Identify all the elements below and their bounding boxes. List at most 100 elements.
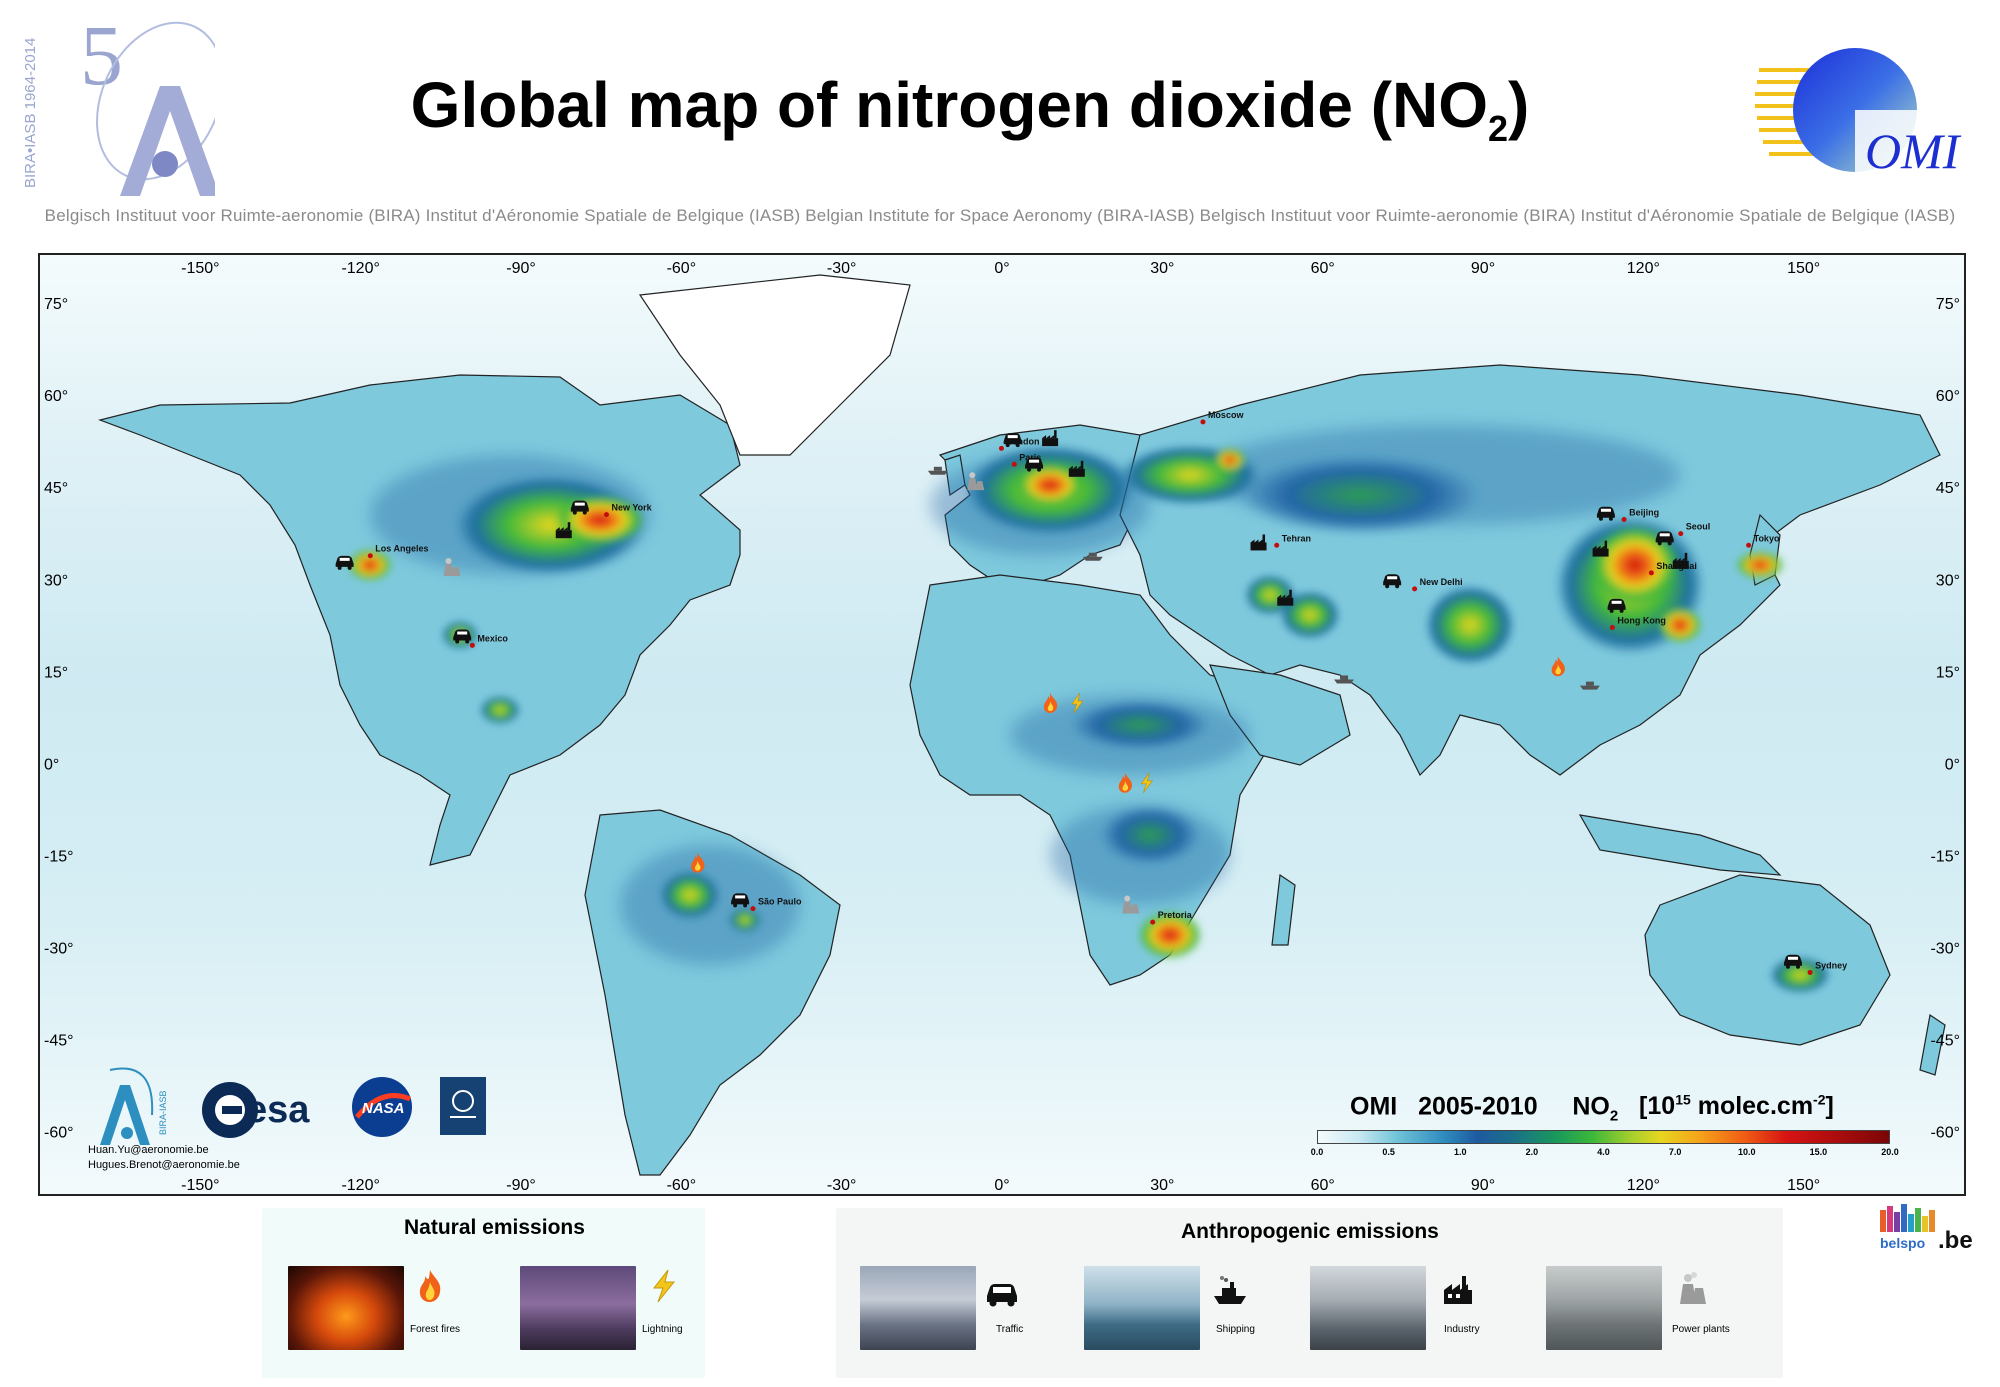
longitude-ticks-top: -150° -120° -90° -60° -30° 0° 30° 60° 90° 120° 150… xyxy=(181,260,1820,277)
city-label: Hong Kong xyxy=(1617,616,1666,626)
lon-tick-top: 0° xyxy=(994,260,1009,277)
contact-email-2[interactable]: Hugues.Brenot@aeronomie.be xyxy=(88,1159,240,1171)
lat-tick-right: 30° xyxy=(1936,572,1960,589)
lon-tick-top: 30° xyxy=(1150,260,1174,277)
lon-tick-top: 90° xyxy=(1471,260,1495,277)
city-dot xyxy=(1609,625,1615,631)
city-label: Tehran xyxy=(1282,533,1311,543)
lon-tick-top: -150° xyxy=(181,260,219,277)
lat-tick-left: 45° xyxy=(44,480,68,497)
city-label: Los Angeles xyxy=(375,544,428,554)
knmi-logo xyxy=(440,1077,486,1135)
latitude-ticks-left: 75° 60° 45° 30° 15° 0° -15° -30° -45° -60° xyxy=(44,296,74,1142)
colorbar-tick: 15.0 xyxy=(1809,1147,1828,1157)
city-dot xyxy=(469,642,475,648)
power-marker xyxy=(1122,895,1140,914)
traffic-marker xyxy=(1025,457,1044,472)
lightning-icon xyxy=(652,1269,676,1303)
lat-tick-right: -15° xyxy=(1930,848,1960,865)
omi-logo-text: OMI xyxy=(1865,123,1962,179)
forest-fires-label: Forest fires xyxy=(410,1324,461,1335)
nasa-logo-text: NASA xyxy=(362,1100,405,1117)
traffic-photo xyxy=(860,1266,976,1350)
bira-logo: BIRA-IASB xyxy=(100,1067,168,1145)
lat-tick-left: 75° xyxy=(44,296,68,313)
lon-tick-bottom: 120° xyxy=(1627,1177,1660,1194)
lat-tick-left: 0° xyxy=(44,756,59,773)
industry-marker xyxy=(1672,552,1689,569)
belspo-text: belspo xyxy=(1880,1235,1925,1251)
colorbar-tick: 4.0 xyxy=(1597,1147,1610,1157)
lat-tick-right: 45° xyxy=(1936,480,1960,497)
city: São Paulo xyxy=(750,897,802,912)
city: Paris xyxy=(1011,452,1041,467)
colorbar-tick: 1.0 xyxy=(1453,1147,1467,1157)
city-label: Seoul xyxy=(1686,522,1711,532)
institute-line: Belgisch Instituut voor Ruimte-aeronomie… xyxy=(44,206,1956,225)
city-label: São Paulo xyxy=(758,897,802,907)
city-label: New Delhi xyxy=(1420,577,1463,587)
industry-marker xyxy=(555,522,572,539)
traffic-marker xyxy=(453,629,472,644)
lon-tick-bottom: -60° xyxy=(667,1177,697,1194)
lon-tick-top: 120° xyxy=(1627,260,1660,277)
lat-tick-left: -15° xyxy=(44,848,74,865)
lon-tick-top: -90° xyxy=(506,260,536,277)
belspo-logo: belspo .be xyxy=(1880,1204,1973,1252)
lon-tick-top: -60° xyxy=(667,260,697,277)
lon-tick-top: -120° xyxy=(341,260,379,277)
lon-tick-bottom: 90° xyxy=(1471,1177,1495,1194)
lon-tick-bottom: 30° xyxy=(1150,1177,1174,1194)
longitude-ticks-bottom: -150° -120° -90° -60° -30° 0° 30° 60° 90° 120° 150… xyxy=(181,1177,1820,1194)
city-dot xyxy=(1200,419,1206,425)
fire-marker xyxy=(1551,656,1565,677)
natural-emissions-title: Natural emissions xyxy=(404,1216,585,1239)
lightning-label: Lightning xyxy=(642,1324,683,1335)
traffic-marker xyxy=(1596,506,1615,521)
city-labels: Los Angeles New York Mexico São Paulo London… xyxy=(367,410,1847,975)
factory-icon xyxy=(1444,1276,1472,1304)
lon-tick-bottom: 150° xyxy=(1787,1177,1820,1194)
city-dot xyxy=(604,512,610,518)
lon-tick-bottom: -150° xyxy=(181,1177,219,1194)
anniversary-number: 5 xyxy=(80,7,123,103)
fire-marker xyxy=(1118,772,1133,793)
city-label: Pretoria xyxy=(1158,910,1193,920)
lat-tick-left: 30° xyxy=(44,572,68,589)
anthropogenic-emissions-title: Anthropogenic emissions xyxy=(1181,1220,1439,1243)
omi-logo: OMI xyxy=(1755,48,1962,180)
colorbar-period: 2005-2010 xyxy=(1418,1092,1538,1121)
belspo-suffix: .be xyxy=(1938,1227,1973,1252)
lat-tick-left: -60° xyxy=(44,1125,74,1142)
colorbar-title: OMI 2005-2010 NO2 [1015 molec.cm-2] xyxy=(1350,1092,1834,1125)
traffic-marker xyxy=(570,500,589,515)
colorbar-ticks: 0.0 0.5 1.0 2.0 4.0 7.0 10.0 15.0 20.0 xyxy=(1310,1147,1900,1161)
city-label: Paris xyxy=(1019,452,1041,462)
city-dot xyxy=(1621,517,1627,523)
city-dot xyxy=(998,445,1004,451)
lon-tick-top: -30° xyxy=(827,260,857,277)
city: New Delhi xyxy=(1412,577,1463,592)
shipping-marker xyxy=(1579,681,1600,690)
lat-tick-left: -45° xyxy=(44,1033,74,1050)
city: Moscow xyxy=(1200,410,1244,425)
city: Tehran xyxy=(1274,533,1311,548)
emission-markers xyxy=(335,430,1802,969)
city: London xyxy=(998,436,1039,451)
lon-tick-bottom: -30° xyxy=(827,1177,857,1194)
colorbar-tick: 10.0 xyxy=(1737,1147,1756,1157)
city: Beijing xyxy=(1621,508,1659,523)
colorbar-tick: 2.0 xyxy=(1525,1147,1539,1157)
contact-email-1[interactable]: Huan.Yu@aeronomie.be xyxy=(88,1144,209,1156)
power-plant-icon xyxy=(1680,1272,1706,1304)
industry-marker xyxy=(1592,540,1609,557)
industry-marker xyxy=(1250,534,1267,551)
car-icon xyxy=(987,1284,1017,1307)
lightning-marker xyxy=(1071,692,1084,714)
lat-tick-right: 60° xyxy=(1936,388,1960,405)
city: Mexico xyxy=(469,633,508,648)
city-dot xyxy=(1648,570,1654,576)
lon-tick-bottom: -90° xyxy=(506,1177,536,1194)
map-canvas: -150° -120° -90° -60° -30° 0° 30° 60° 90° 120° 150… xyxy=(44,260,1960,1194)
industry-photo xyxy=(1310,1266,1426,1350)
